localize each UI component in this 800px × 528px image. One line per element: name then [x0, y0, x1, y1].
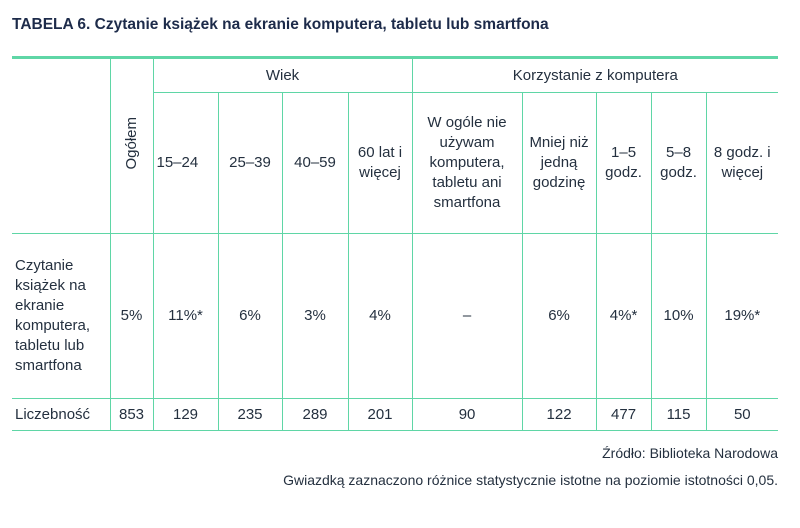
cell: 122	[521, 398, 597, 431]
cell: 50	[705, 398, 779, 431]
note: Gwiazdką zaznaczono różnice statystyczni…	[283, 472, 778, 488]
column-header: 5–8 godz.	[650, 92, 707, 234]
column-header-text: Ogółem	[122, 116, 140, 170]
data-table: Ogółem Wiek Korzystanie z komputera 15–2…	[12, 56, 779, 431]
cell: 6%	[521, 233, 597, 399]
column-header: 8 godz. i więcej	[705, 92, 779, 234]
group-header: Korzystanie z komputera	[411, 56, 779, 93]
cell: 3%	[281, 233, 349, 399]
column-header: 60 lat i więcej	[347, 92, 413, 234]
cell: 11%*	[152, 233, 219, 399]
column-header: W ogóle nie używam komputera, tabletu an…	[411, 92, 523, 234]
cell: 115	[650, 398, 707, 431]
title: TABELA 6. Czytanie książek na ekranie ko…	[12, 16, 549, 33]
column-header: 25–39	[217, 92, 283, 234]
cell: 235	[217, 398, 283, 431]
cell: 10%	[650, 233, 707, 399]
corner-cell	[12, 56, 111, 234]
cell: 6%	[217, 233, 283, 399]
column-header: 15–24	[153, 92, 219, 234]
cell: 5%	[109, 233, 154, 399]
column-header: Mniej niż jedną godzinę	[521, 92, 597, 234]
column-header: 1–5 godz.	[595, 92, 652, 234]
cell: 129	[152, 398, 219, 431]
cell: 4%	[347, 233, 413, 399]
cell: 201	[347, 398, 413, 431]
footer: Źródło: Biblioteka Narodowa Gwiazdką zaz…	[283, 440, 778, 494]
group-header: Wiek	[152, 56, 413, 93]
cell: 19%*	[705, 233, 779, 399]
source: Źródło: Biblioteka Narodowa	[602, 445, 778, 461]
row-label: Liczebność	[12, 398, 111, 431]
column-header: Ogółem	[109, 56, 154, 234]
cell: 853	[109, 398, 154, 431]
cell: 477	[595, 398, 652, 431]
row-label: Czytanie książek na ekranie komputera, t…	[12, 233, 111, 399]
column-header: 40–59	[281, 92, 349, 234]
cell: 90	[411, 398, 523, 431]
cell: –	[411, 233, 523, 399]
cell: 4%*	[595, 233, 652, 399]
cell: 289	[281, 398, 349, 431]
